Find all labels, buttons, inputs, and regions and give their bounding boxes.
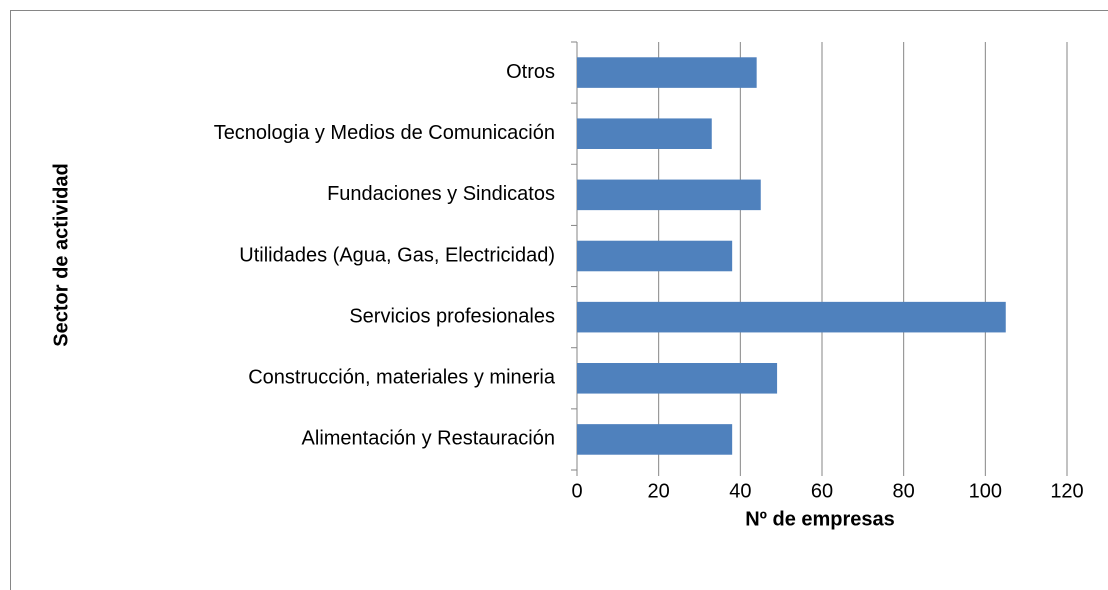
y-tick-label: Tecnologia y Medios de Comunicación bbox=[214, 122, 555, 144]
bar bbox=[577, 179, 761, 211]
x-tick-label: 80 bbox=[893, 480, 915, 502]
bar bbox=[577, 301, 1006, 333]
y-tick-label: Servicios profesionales bbox=[349, 305, 555, 327]
bar bbox=[577, 424, 733, 455]
y-tick-label: Otros bbox=[506, 61, 555, 83]
y-tick-label: Alimentación y Restauración bbox=[302, 428, 555, 450]
y-tick-label: Construcción, materiales y mineria bbox=[248, 367, 556, 389]
x-tick-label: 20 bbox=[648, 480, 670, 502]
y-tick-label: Utilidades (Agua, Gas, Electricidad) bbox=[239, 244, 555, 266]
y-axis-title: Sector de actividad bbox=[50, 163, 72, 346]
x-axis-title: Nº de empresas bbox=[745, 508, 895, 530]
chart-frame bbox=[10, 10, 1108, 590]
x-tick-label: 40 bbox=[729, 480, 751, 502]
x-tick-label: 60 bbox=[811, 480, 833, 502]
x-tick-label: 0 bbox=[571, 480, 582, 502]
bar bbox=[577, 240, 733, 272]
y-tick-label: Fundaciones y Sindicatos bbox=[327, 183, 555, 205]
bar bbox=[577, 118, 712, 149]
bar bbox=[577, 363, 778, 394]
x-tick-label: 120 bbox=[1050, 480, 1083, 502]
x-tick-label: 100 bbox=[969, 480, 1002, 502]
bar bbox=[577, 57, 757, 88]
